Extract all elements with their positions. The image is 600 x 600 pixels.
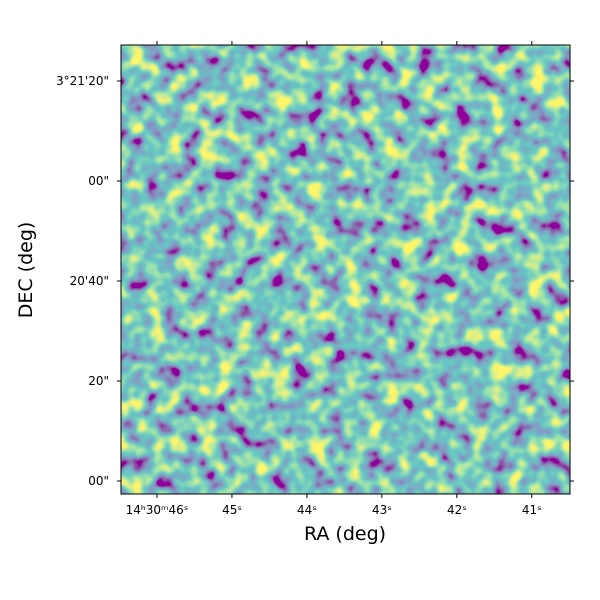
y-tick-label: 20'40"	[70, 274, 109, 288]
x-tick-label: 43ˢ	[372, 503, 392, 517]
y-axis-title: DEC (deg)	[15, 222, 37, 319]
x-tick-label: 41ˢ	[522, 503, 542, 517]
image	[121, 45, 570, 494]
x-tick-label: 45ˢ	[222, 503, 242, 517]
x-tick-label: 42ˢ	[447, 503, 467, 517]
x-tick-label: 14ʰ30ᵐ46ˢ	[126, 503, 189, 517]
y-tick-label: 3°21'20"	[56, 74, 109, 88]
x-axis-title: RA (deg)	[304, 523, 386, 545]
y-tick-label: 00"	[88, 174, 109, 188]
y-tick-label: 20"	[88, 374, 109, 388]
y-tick-label: 00"	[88, 474, 109, 488]
x-tick-label: 44ˢ	[297, 503, 317, 517]
axes-frame	[120, 44, 571, 495]
